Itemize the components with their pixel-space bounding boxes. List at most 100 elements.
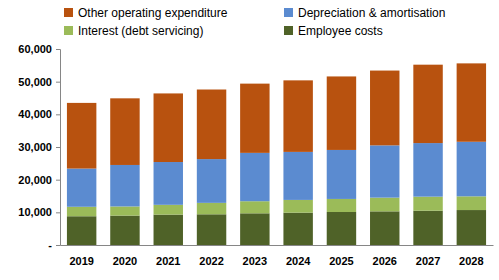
x-tick: 2020 bbox=[113, 245, 137, 267]
y-tick-label: 50,000 bbox=[18, 76, 52, 88]
legend-swatch bbox=[64, 26, 73, 35]
bar-segment bbox=[240, 153, 269, 201]
legend-label: Depreciation & amortisation bbox=[298, 6, 445, 20]
bar-segment bbox=[413, 65, 442, 143]
x-tick: 2021 bbox=[156, 245, 180, 267]
x-tick: 2025 bbox=[329, 245, 353, 267]
y-tick-mark bbox=[56, 245, 60, 246]
x-tick: 2022 bbox=[199, 245, 223, 267]
bar-segment bbox=[67, 103, 96, 169]
x-axis: 2019 2020 2021 2022 2023 2024 2025 2026 2027 2028 bbox=[61, 245, 494, 267]
y-tick-label: 10,000 bbox=[18, 206, 52, 218]
bar-segment bbox=[110, 165, 139, 206]
bar-segment bbox=[327, 76, 356, 150]
x-tick: 2023 bbox=[243, 245, 267, 267]
bar-segment bbox=[197, 203, 226, 214]
legend-item: Interest (debt servicing) bbox=[64, 24, 203, 38]
bar-segment bbox=[413, 197, 442, 211]
bar-segment bbox=[457, 142, 486, 197]
legend-label: Other operating expenditure bbox=[78, 6, 228, 20]
bars bbox=[67, 63, 486, 245]
bar-segment bbox=[240, 213, 269, 245]
bar-segment bbox=[67, 207, 96, 216]
bar-segment bbox=[154, 215, 183, 245]
legend-swatch bbox=[64, 8, 73, 17]
x-tick-label: 2023 bbox=[243, 255, 267, 267]
y-tick: 60,000 bbox=[18, 43, 60, 55]
series-bars bbox=[67, 63, 486, 168]
y-tick: 10,000 bbox=[18, 206, 60, 218]
y-tick-label: 20,000 bbox=[18, 174, 52, 186]
y-axis: - 10,000 20,000 30,000 40,000 50,000 60,000 bbox=[18, 43, 60, 251]
x-tick-label: 2020 bbox=[113, 255, 137, 267]
bar-segment bbox=[283, 152, 312, 200]
bar-segment bbox=[370, 145, 399, 197]
bar-segment bbox=[110, 206, 139, 215]
bar-segment bbox=[240, 84, 269, 153]
bar-segment bbox=[283, 80, 312, 152]
x-tick-label: 2025 bbox=[329, 255, 353, 267]
y-tick: 20,000 bbox=[18, 174, 60, 186]
bar-segment bbox=[370, 71, 399, 146]
bar-segment bbox=[283, 213, 312, 245]
x-tick-label: 2028 bbox=[459, 255, 483, 267]
x-tick: 2028 bbox=[459, 245, 483, 267]
legend-label: Employee costs bbox=[298, 24, 383, 38]
y-tick: 40,000 bbox=[18, 108, 60, 120]
x-axis-line bbox=[61, 245, 494, 246]
bar-segment bbox=[154, 93, 183, 162]
bar-segment bbox=[197, 159, 226, 203]
x-tick-label: 2024 bbox=[286, 255, 311, 267]
y-tick-mark bbox=[56, 180, 60, 181]
legend-label: Interest (debt servicing) bbox=[78, 24, 203, 38]
y-tick: - bbox=[48, 239, 60, 251]
bar-segment bbox=[197, 214, 226, 245]
bar-segment bbox=[327, 199, 356, 212]
legend-item: Depreciation & amortisation bbox=[284, 6, 445, 20]
bar-segment bbox=[457, 210, 486, 245]
bar-segment bbox=[110, 216, 139, 245]
legend: Other operating expenditure Depreciation … bbox=[64, 6, 445, 38]
y-tick-mark bbox=[56, 212, 60, 213]
bar-segment bbox=[457, 196, 486, 210]
bar-segment bbox=[110, 98, 139, 165]
chart: - 10,000 20,000 30,000 40,000 50,000 60,000 201… bbox=[0, 0, 499, 280]
legend-item: Other operating expenditure bbox=[64, 6, 228, 20]
bar-segment bbox=[154, 162, 183, 205]
y-tick-mark bbox=[56, 49, 60, 50]
legend-swatch bbox=[284, 26, 293, 35]
y-tick-label: 30,000 bbox=[18, 141, 52, 153]
x-tick-label: 2022 bbox=[199, 255, 223, 267]
y-tick-mark bbox=[56, 114, 60, 115]
bar-segment bbox=[413, 143, 442, 197]
y-tick-label: 40,000 bbox=[18, 108, 52, 120]
y-tick: 50,000 bbox=[18, 76, 60, 88]
bar-segment bbox=[240, 201, 269, 213]
y-tick: 30,000 bbox=[18, 141, 60, 153]
x-tick: 2026 bbox=[373, 245, 397, 267]
x-tick-label: 2026 bbox=[373, 255, 397, 267]
bar-segment bbox=[197, 90, 226, 160]
y-tick-mark bbox=[56, 147, 60, 148]
legend-swatch bbox=[284, 8, 293, 17]
y-tick-mark bbox=[56, 82, 60, 83]
legend-item: Employee costs bbox=[284, 24, 383, 38]
bar-segment bbox=[413, 211, 442, 245]
y-tick-label: - bbox=[48, 239, 52, 251]
y-axis-line bbox=[56, 50, 61, 246]
bar-segment bbox=[154, 205, 183, 215]
y-tick-label: 60,000 bbox=[18, 43, 52, 55]
x-tick-label: 2027 bbox=[416, 255, 440, 267]
x-tick-label: 2021 bbox=[156, 255, 180, 267]
x-tick: 2019 bbox=[69, 245, 93, 267]
bar-segment bbox=[327, 150, 356, 199]
bar-segment bbox=[67, 169, 96, 207]
bar-segment bbox=[457, 63, 486, 141]
x-tick-label: 2019 bbox=[69, 255, 93, 267]
plot-area: - 10,000 20,000 30,000 40,000 50,000 60,000 201… bbox=[18, 43, 493, 267]
x-tick: 2024 bbox=[286, 245, 311, 267]
bar-segment bbox=[370, 198, 399, 212]
x-tick: 2027 bbox=[416, 245, 440, 267]
bar-segment bbox=[370, 211, 399, 245]
bar-segment bbox=[327, 212, 356, 245]
